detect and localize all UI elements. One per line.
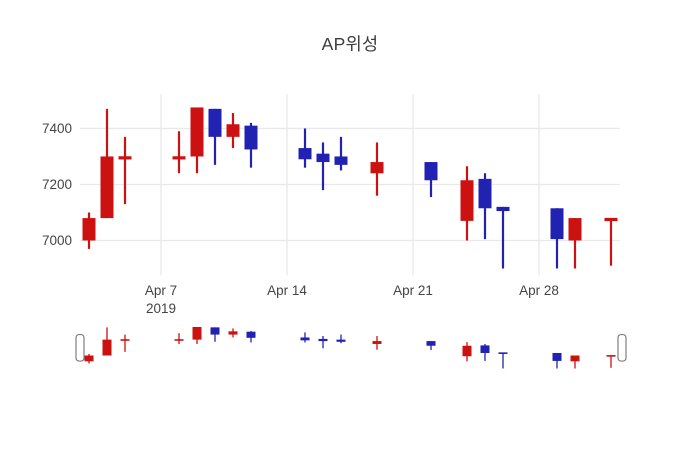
candle-body bbox=[370, 162, 384, 174]
candle-body bbox=[244, 125, 258, 150]
x-axis-tick-label: Apr 14 bbox=[267, 283, 307, 298]
mini-candlestick-2019-04-26 bbox=[498, 352, 508, 369]
candle-body bbox=[568, 218, 582, 241]
main-candles bbox=[82, 107, 618, 269]
candle-body bbox=[496, 206, 510, 212]
candle-body bbox=[318, 338, 328, 342]
y-axis-tick-label: 7200 bbox=[42, 177, 72, 192]
candle-body bbox=[246, 331, 256, 338]
gridlines bbox=[80, 94, 620, 276]
y-axis-tick-label: 7000 bbox=[42, 233, 72, 248]
range-slider-grabber-left[interactable] bbox=[75, 333, 85, 362]
candle-body bbox=[550, 208, 564, 240]
mini-candlestick-2019-04-11 bbox=[228, 328, 238, 338]
candlestick-2019-04-17 bbox=[334, 136, 348, 171]
chart-title: AP위성 bbox=[321, 34, 379, 54]
candle-body bbox=[480, 345, 490, 353]
candle-body bbox=[228, 331, 238, 335]
candlestick-2019-04-24 bbox=[460, 166, 474, 241]
mini-candlestick-2019-04-17 bbox=[336, 334, 346, 344]
candle-body bbox=[174, 339, 184, 341]
candle-body bbox=[570, 355, 580, 362]
mini-candlestick-2019-04-08 bbox=[174, 333, 184, 344]
candlestick-2019-04-19 bbox=[370, 142, 384, 196]
candle-body bbox=[426, 341, 436, 346]
candlestick-2019-04-29 bbox=[550, 208, 564, 269]
candle-body bbox=[460, 180, 474, 221]
range-slider-grabber-right[interactable] bbox=[617, 333, 627, 362]
candlestick-2019-04-16 bbox=[316, 142, 330, 191]
range-slider-track[interactable] bbox=[80, 324, 620, 372]
candle-body bbox=[100, 156, 114, 219]
mini-candlestick-2019-05-02 bbox=[606, 355, 616, 368]
candlestick-2019-04-03 bbox=[82, 212, 96, 249]
candle-body bbox=[316, 153, 330, 163]
mini-candlestick-2019-04-29 bbox=[552, 352, 562, 369]
candle-body bbox=[226, 124, 240, 137]
candle-body bbox=[334, 156, 348, 165]
mini-candlestick-2019-04-05 bbox=[120, 334, 130, 352]
range-slider bbox=[75, 324, 627, 372]
mini-candlestick-2019-04-25 bbox=[480, 343, 490, 361]
mini-candlestick-2019-04-04 bbox=[102, 327, 112, 356]
candle-body bbox=[190, 107, 204, 157]
candle-body bbox=[192, 327, 202, 340]
candlestick-2019-04-08 bbox=[172, 131, 186, 174]
axes: 7400 7200 7000 Apr 7 2019 Apr 14 Apr 21 Apr 28 bbox=[42, 121, 559, 316]
candlestick-2019-04-12 bbox=[244, 122, 258, 168]
candle-body bbox=[336, 339, 346, 342]
candle-body bbox=[498, 352, 508, 354]
candle-body bbox=[604, 217, 618, 222]
mini-candlestick-2019-04-19 bbox=[372, 336, 382, 350]
candlestick-2019-04-30 bbox=[568, 218, 582, 269]
candle-body bbox=[84, 355, 94, 362]
candlestick-2019-04-22 bbox=[424, 162, 438, 198]
x-axis-tick-label: Apr 21 bbox=[393, 283, 433, 298]
candle-body bbox=[208, 108, 222, 137]
candle-body bbox=[120, 339, 130, 341]
candle-body bbox=[372, 341, 382, 344]
candlestick-2019-04-26 bbox=[496, 206, 510, 269]
candle-body bbox=[82, 218, 96, 241]
candle-body bbox=[102, 339, 112, 356]
mini-candlestick-2019-04-16 bbox=[318, 336, 328, 349]
candle-body bbox=[478, 178, 492, 209]
mini-candlestick-2019-04-09 bbox=[192, 327, 202, 344]
candle-body bbox=[298, 148, 312, 160]
x-axis-tick-label: Apr 28 bbox=[519, 283, 559, 298]
mini-candlestick-2019-04-10 bbox=[210, 327, 220, 342]
candlestick-2019-04-11 bbox=[226, 113, 240, 149]
candlestick-2019-04-25 bbox=[478, 173, 492, 240]
mini-candlestick-2019-04-03 bbox=[84, 354, 94, 364]
mini-candlestick-2019-04-22 bbox=[426, 341, 436, 351]
mini-candlestick-2019-04-24 bbox=[462, 342, 472, 362]
mini-candlestick-2019-04-30 bbox=[570, 355, 580, 369]
candlestick-2019-04-09 bbox=[190, 107, 204, 174]
candle-body bbox=[606, 355, 616, 357]
candlestick-2019-05-02 bbox=[604, 217, 618, 266]
x-axis-tick-label: Apr 7 bbox=[145, 283, 177, 298]
candle-body bbox=[462, 345, 472, 357]
y-axis-tick-label: 7400 bbox=[42, 121, 72, 136]
candlestick-2019-04-04 bbox=[100, 108, 114, 219]
mini-candlestick-2019-04-12 bbox=[246, 330, 256, 343]
x-axis-year-label: 2019 bbox=[146, 301, 176, 316]
mini-candlestick-2019-04-15 bbox=[300, 332, 310, 343]
candlestick-2019-04-15 bbox=[298, 128, 312, 168]
candlestick-2019-04-05 bbox=[118, 136, 132, 205]
candle-body bbox=[300, 337, 310, 341]
candle-body bbox=[210, 327, 220, 335]
candle-body bbox=[552, 352, 562, 361]
candlestick-2019-04-10 bbox=[208, 108, 222, 165]
candle-body bbox=[424, 162, 438, 181]
candle-body bbox=[172, 156, 186, 160]
candle-body bbox=[118, 156, 132, 160]
plot-area[interactable] bbox=[80, 94, 620, 276]
